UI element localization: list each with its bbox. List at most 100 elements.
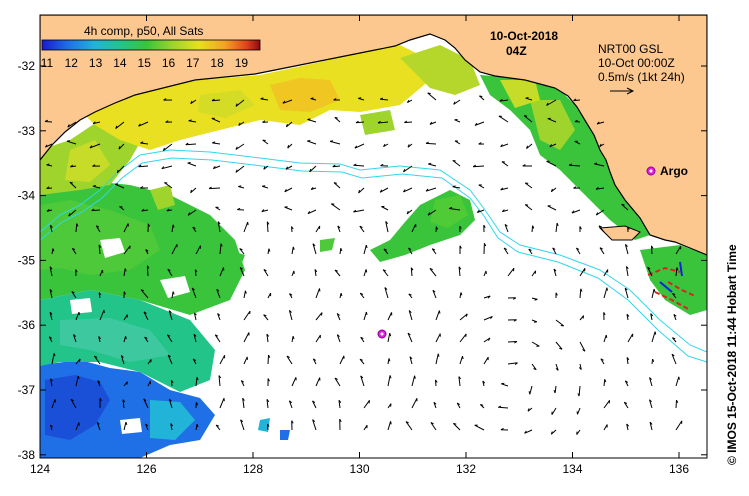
current-vector-head — [408, 247, 412, 250]
current-vector-head — [314, 269, 318, 273]
current-vector-head — [312, 243, 316, 247]
current-vector — [363, 244, 367, 255]
current-vector-head — [460, 292, 463, 296]
current-vector — [432, 290, 437, 299]
current-vector-head — [582, 349, 586, 352]
current-vector-head — [215, 424, 220, 427]
current-vector — [73, 334, 77, 343]
current-vector — [425, 187, 437, 192]
current-vector — [452, 160, 461, 167]
current-vector — [288, 400, 293, 409]
current-vector — [363, 311, 367, 321]
current-vector-head — [472, 164, 477, 168]
current-vector — [260, 98, 269, 101]
current-vector-head — [161, 166, 165, 170]
current-vector — [312, 243, 317, 255]
current-vector — [263, 269, 269, 277]
current-vector-head — [50, 224, 53, 228]
current-vector-head — [237, 207, 241, 211]
land — [40, 15, 707, 256]
current-vector-head — [479, 95, 483, 98]
current-vector-head — [185, 142, 189, 146]
current-vector-head — [647, 266, 651, 270]
current-vector-head — [649, 421, 653, 425]
current-vector — [118, 143, 125, 150]
current-vector — [239, 248, 245, 255]
current-vector — [429, 268, 437, 277]
current-vector-head — [598, 225, 602, 228]
current-vector — [261, 209, 269, 213]
y-tick-label: -33 — [18, 124, 36, 138]
current-vector — [353, 164, 365, 167]
current-vector-head — [163, 98, 167, 101]
current-vector-head — [429, 267, 433, 271]
current-vector — [449, 208, 461, 211]
current-vector-head — [406, 210, 409, 215]
current-vector-head — [118, 146, 121, 150]
current-vector — [555, 341, 563, 350]
current-vector — [458, 376, 461, 387]
current-vector — [185, 143, 197, 146]
current-vector-head — [514, 341, 518, 344]
current-vector — [167, 268, 173, 277]
current-vector — [578, 385, 581, 397]
current-vector — [164, 182, 173, 189]
current-vector — [45, 143, 53, 148]
x-tick-label: 124 — [30, 462, 50, 476]
current-vector-head — [405, 421, 409, 424]
current-vector-head — [504, 224, 508, 227]
current-vector — [143, 311, 149, 321]
argo-float-2 — [377, 329, 387, 339]
current-vector-head — [437, 353, 440, 357]
argo-float-1 — [646, 166, 656, 176]
current-vector-head — [672, 337, 676, 340]
current-vector-head — [553, 390, 556, 394]
current-vector-head — [162, 147, 165, 151]
current-vector — [216, 289, 221, 299]
current-vector — [92, 185, 101, 189]
current-vector — [171, 244, 178, 255]
current-vector — [49, 266, 53, 277]
current-vector — [213, 165, 221, 170]
current-vector — [307, 140, 317, 145]
current-vector-head — [192, 226, 196, 229]
currents-line3: 0.5m/s (1kt 24h) — [598, 70, 685, 84]
current-vector-head — [334, 269, 338, 272]
current-vector-head — [652, 358, 655, 362]
current-vector-head — [268, 248, 271, 252]
current-vector-head — [403, 168, 406, 173]
current-vector — [595, 187, 605, 190]
current-vector — [627, 333, 634, 343]
current-vector-head — [195, 402, 199, 406]
current-vector-head — [53, 353, 56, 357]
current-vector — [89, 143, 101, 149]
current-vector-head — [239, 267, 243, 270]
current-vector — [579, 268, 586, 277]
current-vector — [217, 221, 221, 233]
colorbar-tick-label: 13 — [89, 56, 103, 70]
current-vector-head — [194, 269, 198, 273]
current-vector-head — [524, 115, 528, 117]
current-vector-head — [307, 211, 311, 214]
current-vector — [123, 421, 127, 431]
current-vector — [334, 377, 341, 387]
current-vector-head — [241, 380, 244, 383]
current-vector-head — [263, 314, 267, 317]
current-vector-head — [512, 297, 517, 300]
current-vector-head — [483, 224, 486, 228]
current-vector-head — [359, 358, 363, 361]
current-vector-head — [365, 244, 368, 249]
current-vector — [498, 406, 509, 409]
current-vector — [503, 247, 509, 255]
current-vector-head — [577, 393, 580, 397]
current-vector — [171, 291, 174, 299]
current-vector — [243, 290, 246, 299]
current-vector-head — [483, 243, 487, 247]
current-vector — [262, 139, 269, 145]
current-vector — [51, 399, 56, 409]
current-vector-head — [380, 163, 384, 167]
current-vector-head — [71, 291, 75, 294]
current-vector-head — [552, 247, 556, 250]
current-vector-head — [125, 335, 127, 340]
current-vector-head — [143, 311, 147, 315]
